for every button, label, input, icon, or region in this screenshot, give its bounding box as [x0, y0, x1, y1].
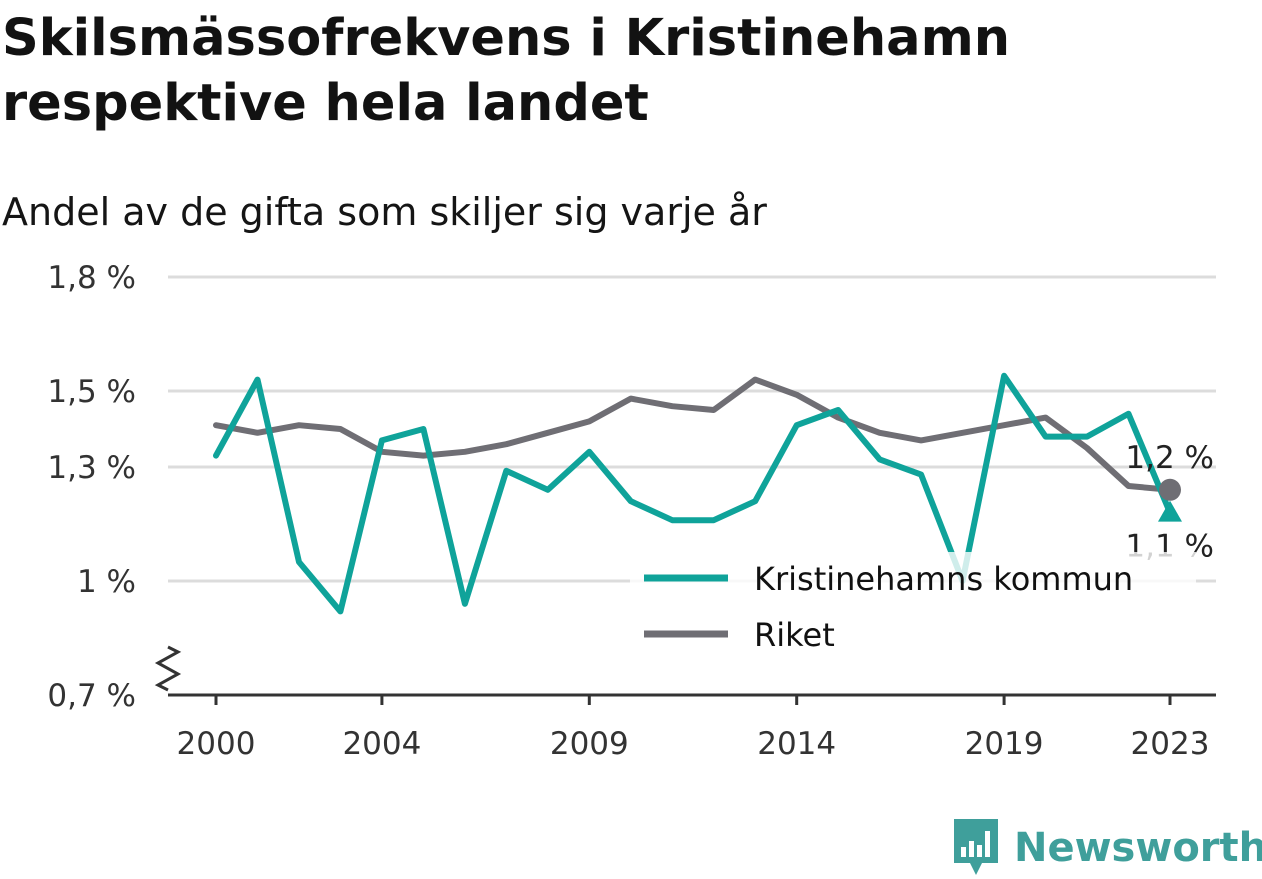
y-tick-label: 1,3 % [47, 450, 136, 486]
x-tick-label: 2014 [757, 726, 836, 762]
y-tick-label: 1 % [77, 564, 136, 600]
series-line-riket [213, 376, 1173, 493]
series-lines [213, 372, 1173, 615]
y-tick-label: 1,8 % [47, 260, 136, 296]
brand: Newsworthy [952, 817, 1262, 879]
y-axis-ticks: 0,7 % 1 % 1,3 % 1,5 % 1,8 % [47, 260, 136, 714]
riket-end-marker [1159, 478, 1181, 501]
series-line-kristinehamn [213, 372, 1173, 615]
y-tick-label: 0,7 % [47, 678, 136, 714]
riket-end-label: 1,2 % [1125, 440, 1214, 476]
kristinehamn-end-marker [1158, 500, 1182, 522]
x-tick-label: 2009 [550, 726, 629, 762]
chart-title: Skilsmässofrekvens i Kristinehamn respek… [2, 9, 1011, 133]
legend: Kristinehamns kommun Riket [630, 552, 1196, 662]
legend-background [630, 552, 1196, 662]
y-axis-break [154, 645, 182, 692]
y-tick-label: 1,5 % [47, 374, 136, 410]
x-tick-label: 2000 [177, 726, 256, 762]
brand-name: Newsworthy [1014, 825, 1262, 871]
end-labels: 1,2 %1,1 % [1125, 440, 1214, 565]
x-tick-label: 2019 [965, 726, 1044, 762]
x-tick-label: 2004 [342, 726, 421, 762]
x-axis [154, 645, 1216, 697]
x-tick-label: 2023 [1131, 726, 1210, 762]
x-axis-ticks: 2000 2004 2009 2014 2019 2023 [177, 695, 1210, 762]
chart-subtitle: Andel av de gifta som skiljer sig varje … [2, 190, 767, 234]
legend-label: Kristinehamns kommun [754, 560, 1133, 598]
legend-label: Riket [754, 616, 835, 654]
newsworthy-logo-icon [954, 819, 998, 875]
